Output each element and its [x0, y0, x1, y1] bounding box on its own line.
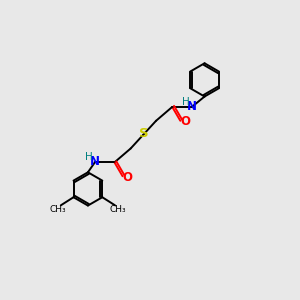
- Text: N: N: [90, 155, 100, 168]
- Text: S: S: [139, 127, 148, 140]
- Text: CH₃: CH₃: [50, 205, 66, 214]
- Text: H: H: [85, 152, 92, 162]
- Text: H: H: [182, 97, 189, 107]
- Text: O: O: [123, 171, 133, 184]
- Text: O: O: [180, 116, 190, 128]
- Text: CH₃: CH₃: [110, 205, 126, 214]
- Text: N: N: [187, 100, 197, 113]
